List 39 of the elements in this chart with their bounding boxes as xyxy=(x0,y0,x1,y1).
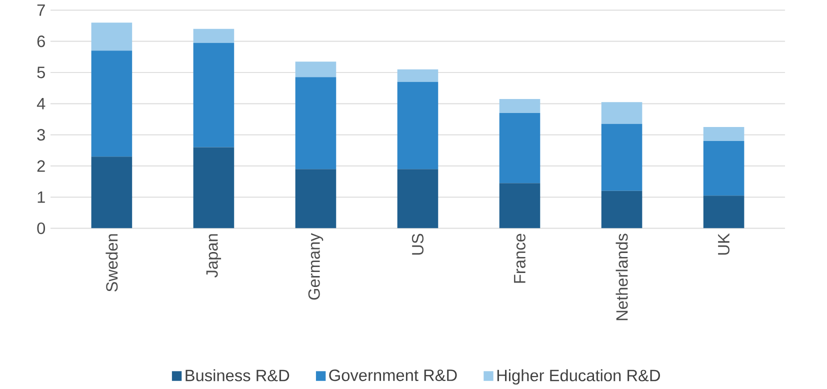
x-tick-label: France xyxy=(514,234,526,283)
y-tick-label: 7 xyxy=(37,4,45,16)
bar xyxy=(703,127,744,142)
x-tick-label: UK xyxy=(718,233,730,255)
bar xyxy=(91,50,132,157)
bar xyxy=(601,191,642,228)
y-tick-label: 2 xyxy=(37,160,45,172)
x-tick-label: Japan xyxy=(206,234,222,278)
x-tick-label: US xyxy=(412,234,424,255)
y-tick-label: 6 xyxy=(37,36,45,48)
bar xyxy=(193,29,234,44)
x-tick-label: Netherlands xyxy=(616,234,628,320)
bar xyxy=(397,169,438,228)
bar xyxy=(703,141,744,196)
bar xyxy=(601,102,642,124)
y-tick-label: 0 xyxy=(37,222,46,234)
x-tick-label: Germany xyxy=(308,233,324,300)
y-tick-label: 5 xyxy=(37,66,45,78)
y-tick-label: 3 xyxy=(37,129,45,141)
legend-label: Business R&D xyxy=(186,369,290,382)
bar xyxy=(397,70,438,82)
y-tick-label: 4 xyxy=(36,98,46,110)
bar xyxy=(91,22,132,51)
bar xyxy=(499,99,540,114)
bar xyxy=(499,183,540,228)
legend-label: Higher Education R&D xyxy=(497,369,660,385)
bar xyxy=(193,147,234,228)
bar xyxy=(703,196,744,228)
bar xyxy=(601,124,642,192)
bar xyxy=(193,43,234,148)
bar xyxy=(91,156,132,228)
bar xyxy=(499,113,540,184)
y-tick-label: 1 xyxy=(38,192,45,203)
legend-label: Government R&D xyxy=(329,370,457,382)
x-tick-label: Sweden xyxy=(106,234,118,292)
bar xyxy=(295,77,336,170)
bar xyxy=(295,169,336,228)
bar xyxy=(397,82,438,170)
bar xyxy=(295,62,336,78)
